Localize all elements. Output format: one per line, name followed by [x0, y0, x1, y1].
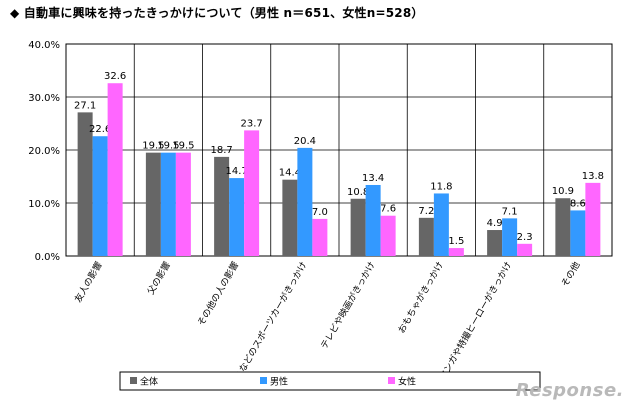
legend-swatch — [130, 377, 137, 384]
legend-box — [119, 371, 541, 391]
data-label: 11.8 — [430, 181, 452, 192]
bar-男性 — [433, 193, 449, 256]
bar-男性 — [365, 184, 381, 256]
category-label: 友人の影響 — [72, 260, 105, 305]
data-label: 7.0 — [312, 207, 328, 218]
data-label: 20.4 — [294, 136, 316, 147]
data-label: 13.4 — [362, 173, 384, 184]
y-tick-label: 30.0% — [28, 93, 60, 104]
bar-全体 — [145, 152, 161, 256]
data-label: 4.9 — [487, 218, 503, 229]
category-label: F1などのスポーツカーがきっかけ — [231, 260, 310, 384]
chart-title: ◆ 自動車に興味を持ったきっかけについて（男性 n＝651、女性n=528） — [10, 6, 424, 20]
data-label: 19.5 — [172, 141, 194, 152]
watermark-logo: Response. — [515, 380, 624, 401]
data-label: 10.9 — [552, 186, 574, 197]
y-tick-label: 20.0% — [28, 146, 60, 157]
bar-男性 — [92, 136, 108, 256]
data-label: 10.8 — [347, 187, 369, 198]
legend-label: 男性 — [270, 376, 288, 388]
bar-全体 — [282, 179, 298, 256]
category-label: その他 — [559, 260, 583, 289]
bar-女性 — [107, 83, 123, 256]
y-tick-label: 0.0% — [35, 252, 60, 263]
category-label: テレビや映画がきっかけ — [318, 260, 378, 351]
bar-女性 — [312, 218, 328, 256]
data-label: 23.7 — [240, 118, 262, 129]
legend-label: 全体 — [140, 376, 158, 388]
data-label: 7.6 — [380, 204, 396, 215]
bar-女性 — [175, 152, 191, 256]
bar-女性 — [244, 130, 260, 256]
bar-男性 — [570, 210, 586, 256]
data-label: 22.6 — [89, 124, 111, 135]
data-label: 14.7 — [225, 166, 247, 177]
data-label: 8.6 — [570, 198, 586, 209]
category-label: おもちゃがきっかけ — [395, 260, 446, 336]
category-label: 父の影響 — [145, 260, 173, 297]
data-label: 27.1 — [74, 100, 96, 111]
data-label: 18.7 — [210, 145, 232, 156]
bar-全体 — [487, 230, 503, 256]
legend-label: 女性 — [398, 376, 416, 388]
bar-全体 — [350, 198, 366, 256]
bar-全体 — [555, 198, 571, 256]
bar-女性 — [517, 243, 533, 256]
data-label: 1.5 — [448, 236, 464, 247]
bar-男性 — [229, 178, 245, 256]
y-tick-label: 40.0% — [28, 40, 60, 51]
category-label: その他の人の影響 — [195, 260, 241, 328]
data-label: 32.6 — [104, 71, 126, 82]
bar-全体 — [418, 217, 434, 256]
data-label: 14.4 — [279, 168, 301, 179]
category-label: マンガや特撮ヒーローがきっかけ — [437, 260, 515, 383]
data-label: 7.2 — [418, 206, 434, 217]
bar-男性 — [297, 147, 313, 256]
y-tick-label: 10.0% — [28, 199, 60, 210]
data-label: 13.8 — [582, 171, 604, 182]
bar-女性 — [380, 215, 396, 256]
bar-女性 — [585, 182, 601, 256]
data-label: 19.5 — [157, 141, 179, 152]
data-label: 2.3 — [517, 232, 533, 243]
bar-男性 — [502, 218, 518, 256]
bar-男性 — [160, 152, 176, 256]
legend-swatch — [388, 377, 395, 384]
bar-全体 — [77, 112, 93, 257]
data-label: 19.5 — [142, 141, 164, 152]
data-label: 7.1 — [502, 206, 518, 217]
legend-swatch — [260, 377, 267, 384]
bar-全体 — [214, 156, 230, 256]
bar-女性 — [448, 248, 464, 256]
